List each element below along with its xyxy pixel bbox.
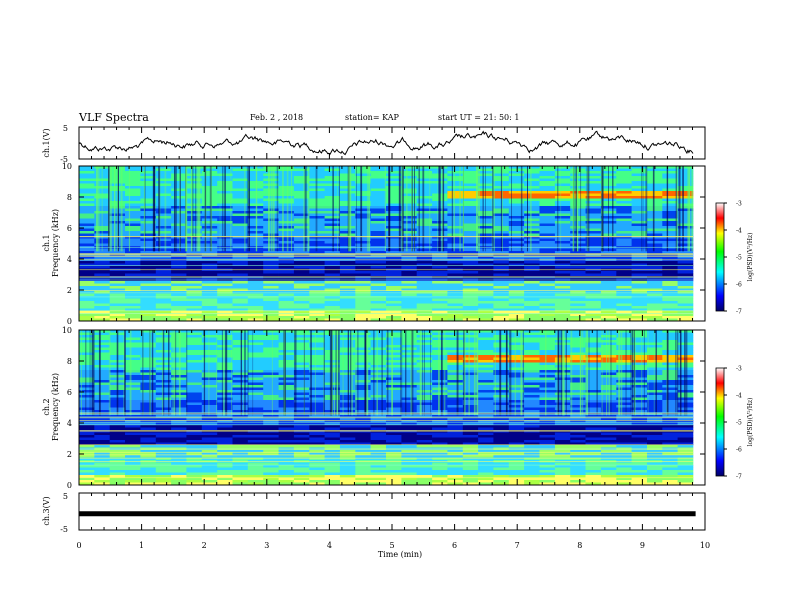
colorbar-tick-label: -5 bbox=[736, 420, 742, 427]
spec2-ytick-label: 6 bbox=[67, 388, 72, 397]
ch1-spectrogram bbox=[78, 165, 706, 322]
ch3-ytick-bottom: -5 bbox=[60, 525, 68, 534]
ch2-spectrogram bbox=[78, 329, 706, 486]
x-tick-label: 9 bbox=[640, 541, 645, 550]
ch3-ylabel: ch.3(V) bbox=[42, 496, 51, 525]
x-tick-label: 7 bbox=[515, 541, 520, 550]
figure-title: VLF Spectra bbox=[79, 111, 149, 124]
ch2-colorbar bbox=[715, 367, 725, 477]
spec2-ytick-label: 10 bbox=[62, 326, 72, 335]
ch1-spec-ylabel: Frequency (kHz) bbox=[51, 209, 60, 277]
x-axis-label: Time (min) bbox=[378, 550, 422, 559]
ch1-colorbar bbox=[715, 202, 725, 312]
ch3-ytick-top: 5 bbox=[63, 492, 68, 501]
start-time-label: start UT = 21: 50: 1 bbox=[438, 113, 520, 122]
spec1-ytick-label: 0 bbox=[67, 317, 72, 326]
colorbar-tick-label: -4 bbox=[736, 228, 742, 235]
ch1-ytick-top: 5 bbox=[63, 124, 68, 133]
colorbar-tick-label: -5 bbox=[736, 255, 742, 262]
station-label: station= KAP bbox=[345, 113, 399, 122]
colorbar-tick-label: -6 bbox=[736, 447, 742, 454]
x-tick-label: 4 bbox=[327, 541, 332, 550]
ch2-spec-ylabel-ch: ch.2 bbox=[42, 398, 51, 415]
ch1-spec-ylabel-ch: ch.1 bbox=[42, 234, 51, 251]
ch2-spec-ylabel: Frequency (kHz) bbox=[51, 373, 60, 441]
spec2-ytick-label: 4 bbox=[67, 419, 72, 428]
ch1-trace bbox=[78, 130, 694, 156]
spec2-ytick-label: 2 bbox=[67, 450, 72, 459]
x-tick-label: 1 bbox=[139, 541, 144, 550]
colorbar-tick-label: -7 bbox=[736, 309, 742, 316]
colorbar-tick-label: -6 bbox=[736, 282, 742, 289]
spec1-ytick-label: 2 bbox=[67, 286, 72, 295]
x-tick-label: 3 bbox=[264, 541, 269, 550]
x-tick-label: 8 bbox=[577, 541, 582, 550]
spec2-ytick-label: 8 bbox=[67, 357, 72, 366]
spec1-ytick-label: 8 bbox=[67, 193, 72, 202]
x-axis-ticks bbox=[78, 127, 706, 530]
x-tick-label: 5 bbox=[389, 541, 394, 550]
x-tick-label: 6 bbox=[452, 541, 457, 550]
colorbar-tick-label: -3 bbox=[736, 366, 742, 373]
x-tick-label: 0 bbox=[76, 541, 81, 550]
ch1-ytick-bottom: -5 bbox=[60, 155, 68, 164]
ch1-ylabel: ch.1(V) bbox=[42, 128, 51, 157]
colorbar-tick-label: -7 bbox=[736, 474, 742, 481]
x-tick-label: 2 bbox=[202, 541, 207, 550]
spec2-ytick-label: 0 bbox=[67, 481, 72, 490]
date-label: Feb. 2 , 2018 bbox=[250, 113, 304, 122]
colorbar-label: log(PSD)(V²/Hz) bbox=[747, 398, 754, 447]
spec1-ytick-label: 4 bbox=[67, 255, 72, 264]
colorbar-tick-label: -4 bbox=[736, 393, 742, 400]
colorbar-label: log(PSD)(V²/Hz) bbox=[747, 233, 754, 282]
spec1-ytick-label: 6 bbox=[67, 224, 72, 233]
x-tick-label: 10 bbox=[700, 541, 710, 550]
spec1-ytick-label: 10 bbox=[62, 162, 72, 171]
colorbar-tick-label: -3 bbox=[736, 201, 742, 208]
